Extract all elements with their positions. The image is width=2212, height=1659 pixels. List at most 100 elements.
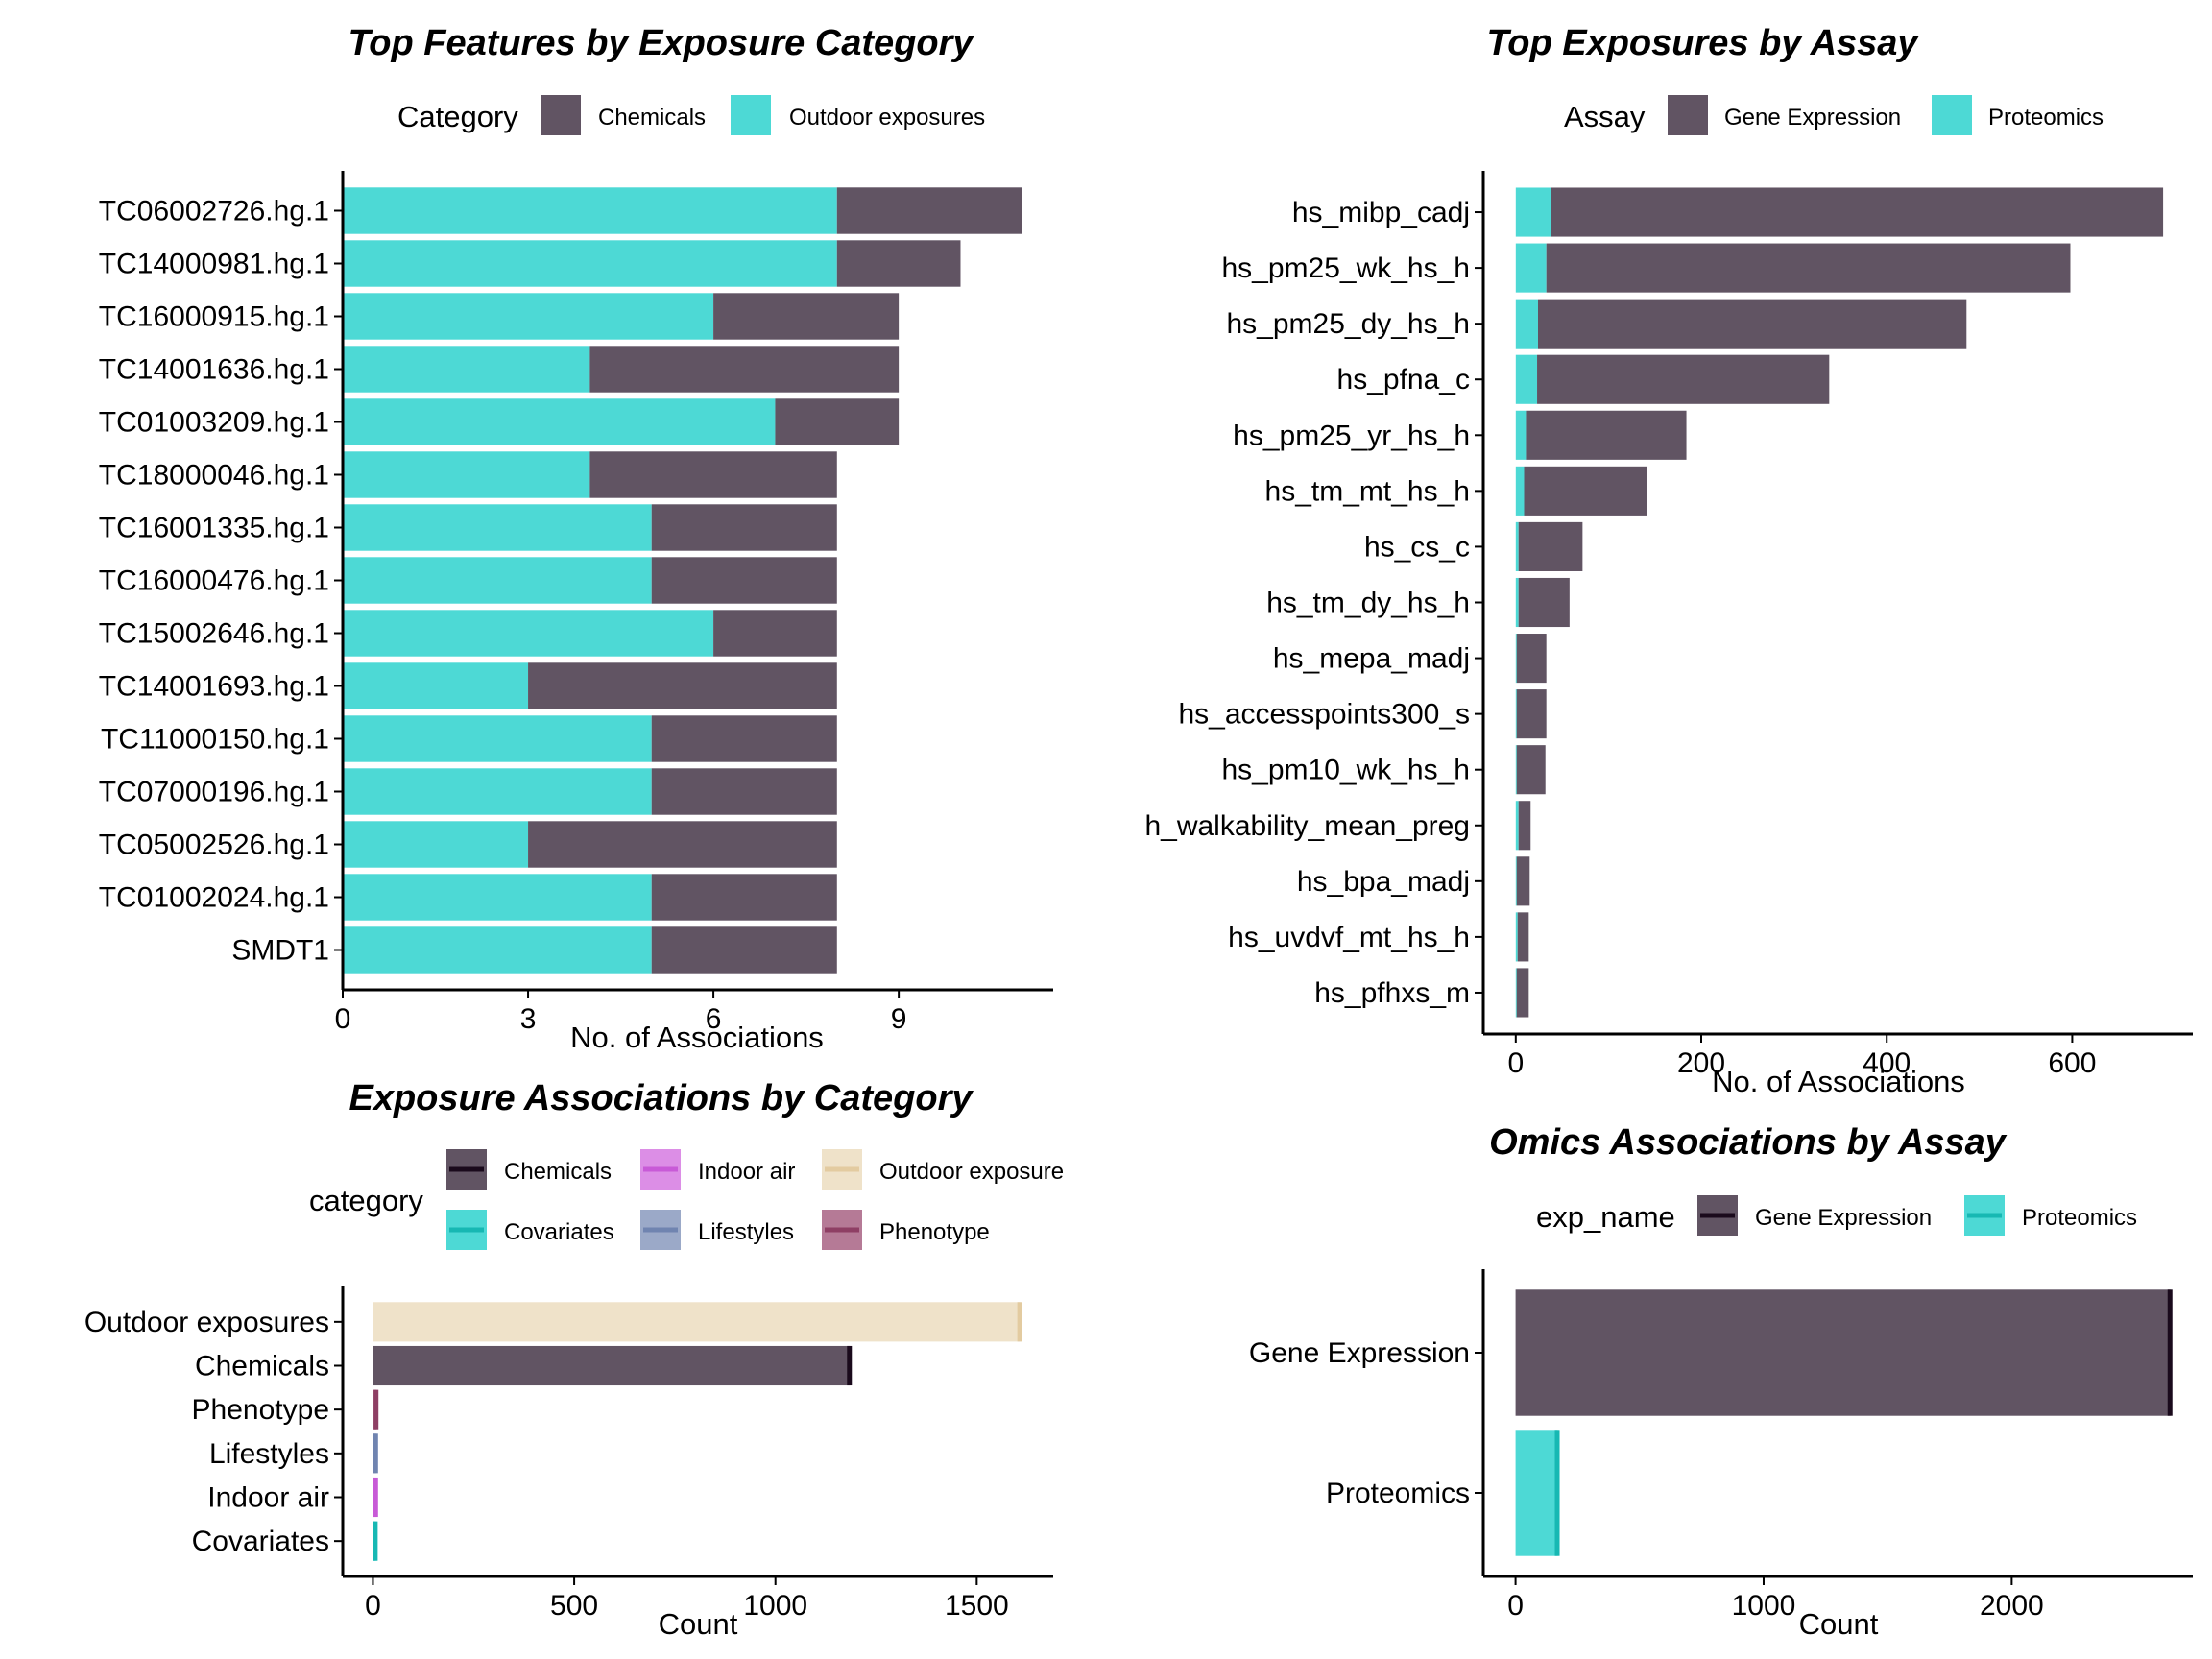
- bar-tc07000196-hg-1-chemicals: [651, 768, 837, 815]
- legend-swatch-proteomics: [1932, 95, 1972, 135]
- y-tick-label-hs-mibp-cadj: hs_mibp_cadj: [1292, 197, 1470, 228]
- bar-edge-covariates: [373, 1521, 378, 1561]
- panel-top-exposures: Top Exposures by Assay Assay Gene Expres…: [1144, 23, 2193, 1098]
- bar-tc11000150-hg-1-chemicals: [651, 715, 837, 762]
- x-tick-label-0: 0: [365, 1590, 381, 1622]
- legend-title: Category: [397, 100, 518, 133]
- x-tick-label-600: 600: [2048, 1047, 2096, 1079]
- y-tick-label-tc14000981-hg-1: TC14000981.hg.1: [99, 249, 329, 280]
- bar-tc15002646-hg-1-outdoor-exposures: [343, 610, 714, 657]
- y-tick-label-tc14001693-hg-1: TC14001693.hg.1: [99, 671, 329, 703]
- x-tick-label-400: 400: [1863, 1047, 1911, 1079]
- bar-proteomics: [1515, 1430, 1558, 1556]
- x-tick-label-0: 0: [1507, 1590, 1524, 1622]
- bar-hs-pfhxs-m-proteomics: [1515, 968, 1517, 1018]
- bar-tc16000476-hg-1-chemicals: [651, 557, 837, 604]
- legend-title: Assay: [1564, 100, 1646, 133]
- y-tick-label-hs-uvdvf-mt-hs-h: hs_uvdvf_mt_hs_h: [1228, 922, 1470, 953]
- x-tick-label-6: 6: [706, 1003, 722, 1035]
- y-tick-label-gene-expression: Gene Expression: [1249, 1337, 1470, 1369]
- legend-swatch-chemicals: [541, 95, 581, 135]
- bar-tc06002726-hg-1-outdoor-exposures: [343, 187, 837, 234]
- bar-h-walkability-mean-preg-proteomics: [1515, 801, 1519, 851]
- y-tick-label-hs-pm10-wk-hs-h: hs_pm10_wk_hs_h: [1221, 755, 1470, 786]
- bar-tc01002024-hg-1-chemicals: [651, 874, 837, 921]
- bar-tc16000915-hg-1-outdoor-exposures: [343, 293, 714, 340]
- bar-smdt1-outdoor-exposures: [343, 926, 652, 974]
- bar-hs-pm25-yr-hs-h-gene-expression: [1526, 410, 1687, 460]
- x-axis-title: Count: [1799, 1607, 1879, 1641]
- legend-label-gene-expression: Gene Expression: [1755, 1205, 1932, 1231]
- bar-tc01003209-hg-1-outdoor-exposures: [343, 398, 776, 445]
- y-tick-label-hs-pm25-yr-hs-h: hs_pm25_yr_hs_h: [1233, 420, 1470, 451]
- bar-hs-pm25-dy-hs-h-gene-expression: [1537, 299, 1967, 349]
- legend-label-chemicals: Chemicals: [598, 105, 706, 131]
- bar-tc16001335-hg-1-chemicals: [651, 504, 837, 551]
- y-tick-label-hs-pm25-wk-hs-h: hs_pm25_wk_hs_h: [1221, 252, 1470, 284]
- legend-swatch-gene-expression: [1668, 95, 1708, 135]
- bar-edge-phenotype: [373, 1389, 379, 1430]
- bar-hs-pfhxs-m-gene-expression: [1516, 968, 1529, 1018]
- bar-hs-cs-c-proteomics: [1515, 521, 1519, 571]
- bar-hs-pm25-wk-hs-h-proteomics: [1515, 243, 1547, 293]
- panel-omics-assay-title: Omics Associations by Assay: [1489, 1122, 2008, 1163]
- y-tick-label-covariates: Covariates: [192, 1526, 329, 1557]
- y-tick-label-hs-tm-mt-hs-h: hs_tm_mt_hs_h: [1265, 475, 1470, 507]
- x-tick-label-1000: 1000: [743, 1590, 807, 1622]
- bar-hs-pm25-yr-hs-h-proteomics: [1515, 410, 1527, 460]
- panel-omics-assay: Omics Associations by Assay exp_name Gen…: [1249, 1122, 2193, 1641]
- panel-exposure-category: Exposure Associations by Category catego…: [84, 1078, 1064, 1641]
- y-tick-label-tc06002726-hg-1: TC06002726.hg.1: [99, 196, 329, 228]
- y-tick-label-tc16000476-hg-1: TC16000476.hg.1: [99, 565, 329, 597]
- panel-omics-assay-plot: Gene Expression Proteomics 0 1000 2000: [1249, 1269, 2193, 1622]
- x-tick-label-9: 9: [891, 1003, 907, 1035]
- bar-tc16001335-hg-1-outdoor-exposures: [343, 504, 652, 551]
- bar-edge-proteomics: [1554, 1430, 1560, 1556]
- bar-edge-lifestyles: [373, 1433, 378, 1474]
- y-tick-label-tc15002646-hg-1: TC15002646.hg.1: [99, 618, 329, 650]
- bar-hs-bpa-madj-gene-expression: [1516, 856, 1530, 906]
- bar-hs-mepa-madj-gene-expression: [1516, 634, 1547, 684]
- y-tick-label-tc16000915-hg-1: TC16000915.hg.1: [99, 301, 329, 333]
- y-tick-label-chemicals: Chemicals: [195, 1351, 329, 1382]
- y-tick-label-hs-cs-c: hs_cs_c: [1364, 531, 1470, 563]
- bar-tc14000981-hg-1-outdoor-exposures: [343, 240, 837, 287]
- legend-label-proteomics: Proteomics: [1988, 105, 2104, 131]
- legend-label-indoor-air: Indoor air: [698, 1159, 795, 1185]
- bar-hs-pfna-c-gene-expression: [1537, 354, 1830, 404]
- y-tick-label-proteomics: Proteomics: [1326, 1478, 1470, 1509]
- x-tick-label-500: 500: [550, 1590, 598, 1622]
- bar-tc01002024-hg-1-outdoor-exposures: [343, 874, 652, 921]
- bar-tc18000046-hg-1-chemicals: [589, 451, 837, 498]
- bar-tc07000196-hg-1-outdoor-exposures: [343, 768, 652, 815]
- panel-top-exposures-title: Top Exposures by Assay: [1486, 23, 1919, 63]
- bar-hs-accesspoints300-s-proteomics: [1515, 689, 1517, 739]
- bar-tc05002526-hg-1-outdoor-exposures: [343, 821, 529, 868]
- bar-hs-pfna-c-proteomics: [1515, 354, 1538, 404]
- y-tick-label-hs-mepa-madj: hs_mepa_madj: [1273, 643, 1470, 675]
- y-tick-label-phenotype: Phenotype: [192, 1394, 329, 1426]
- y-tick-label-hs-bpa-madj: hs_bpa_madj: [1297, 866, 1470, 898]
- bar-hs-mepa-madj-proteomics: [1515, 634, 1517, 684]
- legend-label-phenotype: Phenotype: [879, 1219, 990, 1245]
- bar-tc18000046-hg-1-outdoor-exposures: [343, 451, 590, 498]
- bar-outdoor-exposures: [373, 1302, 1021, 1342]
- y-tick-label-tc05002526-hg-1: TC05002526.hg.1: [99, 830, 329, 861]
- panel-top-features: Top Features by Exposure Category Catego…: [99, 23, 1053, 1054]
- bar-tc14001693-hg-1-outdoor-exposures: [343, 662, 529, 709]
- bar-smdt1-chemicals: [651, 926, 837, 974]
- legend-entries: Chemicals Indoor air Outdoor exposure Covar…: [446, 1149, 1064, 1250]
- bar-tc16000915-hg-1-chemicals: [713, 293, 900, 340]
- y-tick-label-indoor-air: Indoor air: [207, 1482, 329, 1514]
- panel-exposure-category-plot: Outdoor exposures Chemicals Phenotype Lifes…: [84, 1286, 1053, 1622]
- bar-hs-pm10-wk-hs-h-gene-expression: [1516, 745, 1546, 795]
- bar-hs-tm-dy-hs-h-gene-expression: [1518, 577, 1570, 628]
- bar-tc15002646-hg-1-chemicals: [713, 610, 837, 657]
- y-tick-label-hs-pm25-dy-hs-h: hs_pm25_dy_hs_h: [1226, 308, 1470, 340]
- x-axis-title: Count: [659, 1607, 738, 1641]
- x-tick-label-200: 200: [1677, 1047, 1725, 1079]
- y-tick-label-hs-pfna-c: hs_pfna_c: [1337, 364, 1470, 396]
- legend-entries: Gene Expression Proteomics: [1697, 1195, 2137, 1236]
- legend-label-chemicals: Chemicals: [504, 1159, 612, 1185]
- bar-gene-expression: [1515, 1289, 2171, 1416]
